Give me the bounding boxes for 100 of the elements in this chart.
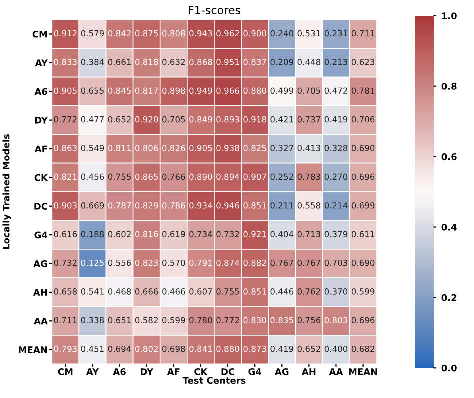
- data-label: 0.338: [81, 317, 104, 324]
- x-tick-label: CM: [58, 368, 73, 376]
- data-label: 0.791: [190, 260, 212, 266]
- data-label: 0.732: [216, 231, 240, 238]
- y-tick-label: DY: [35, 117, 48, 124]
- data-label: 0.756: [298, 317, 321, 324]
- data-label: 0.270: [324, 174, 348, 180]
- data-label: 0.549: [81, 145, 104, 152]
- data-label: 0.213: [324, 59, 348, 66]
- data-label: 0.894: [216, 174, 240, 180]
- data-label: 0.841: [190, 346, 212, 352]
- data-label: 0.934: [190, 202, 212, 209]
- data-label: 0.499: [270, 88, 294, 94]
- y-tick-label: A6: [34, 88, 48, 96]
- data-label: 0.541: [81, 288, 104, 295]
- data-label: 0.404: [270, 231, 294, 238]
- data-label: 0.837: [244, 59, 266, 66]
- data-label: 0.900: [244, 30, 266, 37]
- data-label: 0.898: [162, 88, 186, 94]
- data-label: 0.781: [352, 88, 374, 94]
- data-label: 0.835: [270, 317, 294, 324]
- y-tick-label: AG: [34, 260, 48, 268]
- data-label: 0.946: [216, 202, 240, 209]
- data-label: 0.696: [352, 317, 375, 324]
- color-bar-label: 0.0: [442, 364, 457, 372]
- data-label: 0.619: [162, 231, 186, 238]
- data-label: 0.817: [135, 88, 158, 94]
- data-label: 0.125: [81, 260, 104, 266]
- data-label: 0.951: [216, 59, 240, 66]
- data-label: 0.413: [298, 145, 320, 152]
- data-label: 0.448: [298, 59, 321, 66]
- data-label: 0.556: [108, 260, 132, 266]
- data-label: 0.830: [244, 317, 266, 324]
- data-label: 0.786: [162, 202, 186, 209]
- data-label: 0.802: [135, 346, 158, 352]
- data-label: 0.826: [162, 145, 186, 152]
- data-label: 0.849: [190, 116, 212, 123]
- data-label: 0.811: [108, 145, 131, 152]
- y-tick-label: MEAN: [19, 346, 48, 354]
- data-label: 0.451: [81, 346, 104, 352]
- data-label: 0.466: [162, 288, 186, 295]
- data-label: 0.918: [244, 116, 266, 123]
- color-bar-label: 0.4: [442, 224, 457, 231]
- data-label: 0.379: [324, 231, 348, 238]
- x-tick-label: AF: [167, 368, 180, 376]
- data-label: 0.705: [298, 88, 320, 94]
- data-label: 0.711: [54, 317, 77, 324]
- data-label: 0.611: [352, 231, 374, 238]
- data-label: 0.938: [216, 145, 240, 152]
- data-label: 0.698: [162, 346, 186, 352]
- data-label: 0.706: [352, 116, 375, 123]
- data-label: 0.912: [54, 30, 77, 37]
- data-label: 0.623: [352, 59, 375, 66]
- data-label: 0.211: [270, 202, 294, 209]
- data-label: 0.666: [135, 288, 158, 295]
- data-label: 0.921: [244, 231, 266, 238]
- data-label: 0.652: [108, 116, 131, 123]
- data-label: 0.651: [108, 317, 131, 324]
- data-label: 0.328: [324, 145, 348, 152]
- x-tick-label: DC: [222, 368, 234, 376]
- data-label: 0.762: [298, 288, 320, 295]
- data-label: 0.607: [190, 288, 212, 295]
- data-label: 0.690: [352, 145, 375, 152]
- data-label: 0.780: [190, 317, 212, 324]
- data-label: 0.783: [298, 174, 320, 180]
- data-label: 0.655: [81, 88, 104, 94]
- data-label: 0.400: [324, 346, 348, 352]
- data-label: 0.737: [298, 116, 320, 123]
- data-label: 0.875: [135, 30, 158, 37]
- data-label: 0.907: [244, 174, 266, 180]
- x-tick-label: AG: [274, 368, 289, 376]
- data-label: 0.755: [108, 174, 131, 180]
- data-label: 0.713: [298, 231, 320, 238]
- y-tick-label: CM: [32, 30, 48, 38]
- data-label: 0.209: [270, 59, 294, 66]
- data-label: 0.766: [162, 174, 186, 180]
- data-label: 0.767: [270, 260, 294, 266]
- data-label: 0.882: [244, 260, 266, 266]
- y-tick-label: DC: [34, 203, 48, 210]
- data-label: 0.582: [135, 317, 158, 324]
- data-label: 0.772: [216, 317, 240, 324]
- data-label: 0.456: [81, 174, 104, 180]
- data-label: 0.669: [81, 202, 104, 209]
- data-label: 0.658: [54, 288, 78, 295]
- data-label: 0.880: [244, 88, 266, 94]
- data-label: 0.705: [162, 116, 186, 123]
- data-label: 0.616: [54, 231, 78, 238]
- data-label: 0.468: [108, 288, 132, 295]
- data-label: 0.419: [270, 346, 294, 352]
- data-label: 0.845: [108, 88, 131, 94]
- data-label: 0.821: [54, 174, 77, 180]
- y-tick-label: AH: [33, 289, 48, 296]
- data-label: 0.231: [324, 30, 348, 37]
- x-tick-label: G4: [248, 368, 262, 376]
- data-label: 0.793: [54, 346, 77, 352]
- data-label: 0.699: [352, 202, 375, 209]
- data-label: 0.570: [162, 260, 186, 266]
- data-label: 0.816: [135, 231, 158, 238]
- data-label: 0.661: [108, 59, 131, 66]
- data-label: 0.905: [54, 88, 77, 94]
